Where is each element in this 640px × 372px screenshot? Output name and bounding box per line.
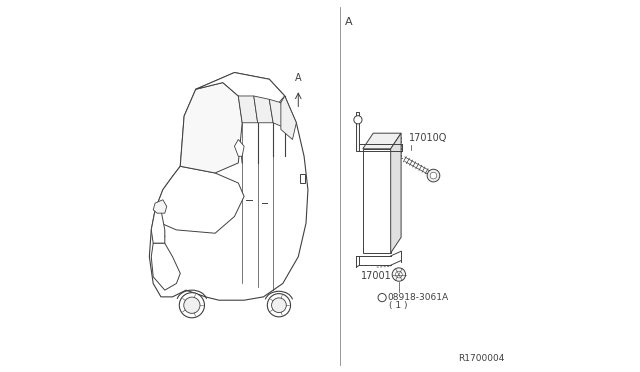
Polygon shape — [269, 99, 285, 126]
Text: A: A — [295, 73, 301, 83]
Circle shape — [392, 268, 406, 281]
Circle shape — [158, 260, 164, 266]
Polygon shape — [300, 174, 305, 183]
Polygon shape — [151, 243, 180, 290]
Circle shape — [179, 293, 204, 318]
Circle shape — [378, 294, 386, 302]
Polygon shape — [390, 133, 401, 253]
Polygon shape — [363, 133, 401, 149]
Polygon shape — [238, 96, 258, 123]
Circle shape — [271, 298, 286, 312]
Circle shape — [268, 294, 291, 317]
Polygon shape — [180, 83, 242, 173]
Text: 17010Q: 17010Q — [408, 133, 447, 143]
Text: 17001: 17001 — [361, 271, 392, 281]
Text: ( 1 ): ( 1 ) — [389, 301, 408, 310]
Text: A: A — [345, 17, 353, 27]
Circle shape — [430, 172, 437, 179]
Polygon shape — [149, 73, 308, 300]
Polygon shape — [153, 200, 167, 213]
Text: 08918-3061A: 08918-3061A — [388, 293, 449, 302]
Circle shape — [354, 116, 362, 124]
Text: N: N — [379, 295, 385, 301]
Circle shape — [184, 297, 200, 313]
Polygon shape — [281, 96, 296, 140]
Polygon shape — [356, 112, 360, 151]
Polygon shape — [254, 96, 273, 123]
Polygon shape — [363, 149, 390, 253]
Circle shape — [396, 271, 402, 278]
Polygon shape — [234, 140, 244, 156]
Polygon shape — [155, 166, 244, 233]
Polygon shape — [196, 73, 285, 109]
Circle shape — [427, 169, 440, 182]
Text: R1700004: R1700004 — [458, 354, 504, 363]
Polygon shape — [151, 210, 165, 243]
